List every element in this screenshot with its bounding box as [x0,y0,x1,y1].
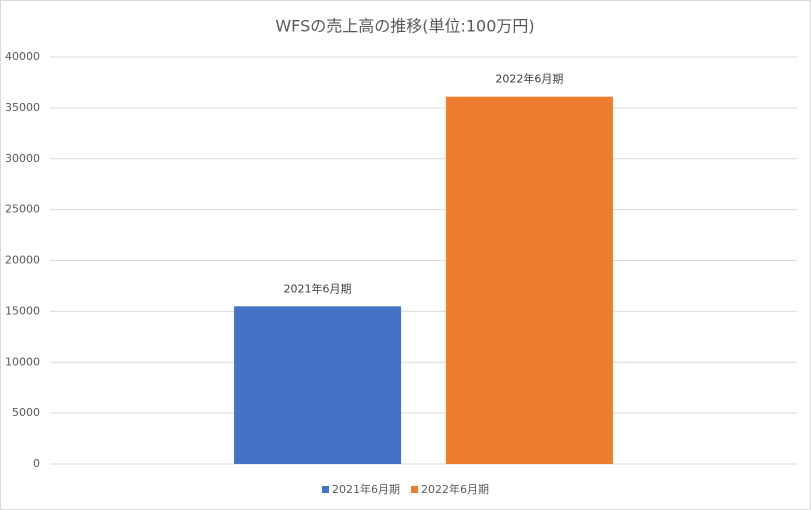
y-tick-label: 40000 [5,50,40,63]
bar [234,306,402,464]
y-tick-label: 0 [33,457,40,470]
legend-swatch [411,486,418,493]
legend-label: 2022年6月期 [421,482,489,496]
y-tick-label: 10000 [5,355,40,368]
y-tick-label: 15000 [5,304,40,317]
data-label: 2022年6月期 [495,72,563,86]
y-tick-label: 5000 [12,406,40,419]
data-label: 2021年6月期 [284,281,352,295]
legend-label: 2021年6月期 [332,482,400,496]
bar [445,96,613,465]
legend-swatch [322,486,329,493]
chart-title: WFSの売上高の推移(単位:100万円) [275,17,534,36]
y-tick-label: 35000 [5,101,40,114]
y-tick-label: 20000 [5,254,40,267]
y-tick-label: 25000 [5,203,40,216]
y-tick-label: 30000 [5,152,40,165]
